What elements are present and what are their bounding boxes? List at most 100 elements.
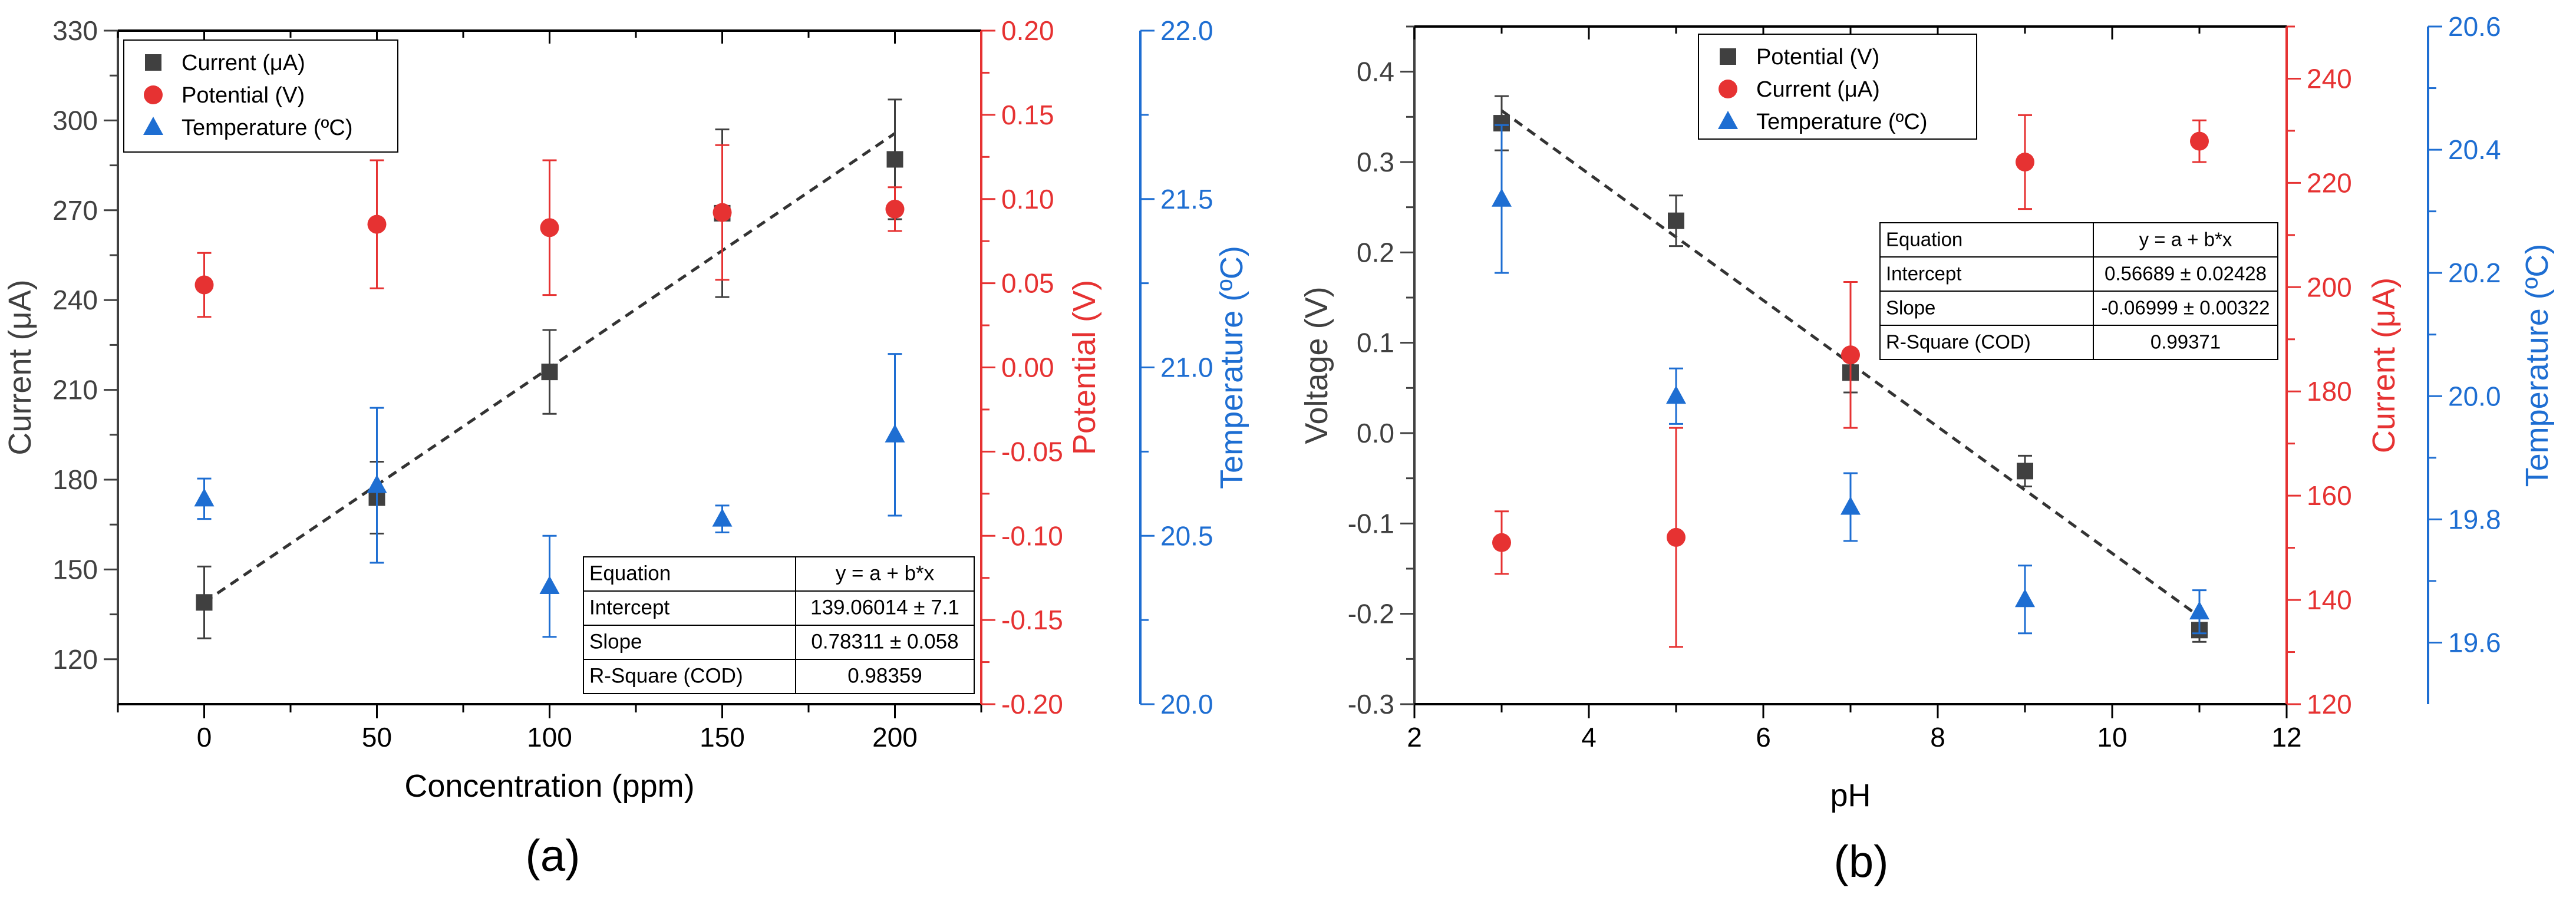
fit-table-value: -0.06999 ± 0.00322	[2101, 296, 2270, 318]
fit-table-key: Equation	[589, 562, 671, 585]
fit-table-value: y = a + b*x	[2139, 228, 2232, 250]
legend-label: Current (μA)	[182, 51, 305, 75]
right1-tick-label: -0.20	[1001, 689, 1063, 720]
legend-label: Temperature (ºC)	[182, 115, 353, 140]
legend-label: Potential (V)	[1756, 45, 1879, 70]
data-point-triangle	[143, 117, 163, 135]
data-point-circle	[713, 203, 732, 222]
right1-tick-label: 160	[2307, 480, 2352, 511]
fit-table-value: 0.98359	[847, 664, 922, 687]
data-point-circle	[540, 218, 559, 237]
x-tick-label: 12	[2271, 722, 2301, 753]
right2-tick-label: 20.0	[1160, 689, 1213, 720]
x-tick-label: 200	[872, 722, 918, 753]
left-tick-label: 270	[52, 195, 98, 226]
data-point-triangle	[2015, 589, 2035, 608]
right2-tick-label: 19.8	[2448, 504, 2501, 534]
data-point-triangle	[1492, 188, 1512, 207]
x-tick-label: 8	[1930, 722, 1945, 753]
legend-label: Current (μA)	[1756, 77, 1880, 102]
fit-table-value: 0.78311 ± 0.058	[811, 630, 958, 653]
x-tick-label: 4	[1581, 722, 1597, 753]
left-tick-label: -0.1	[1348, 508, 1394, 539]
data-point-square	[886, 151, 903, 168]
data-point-triangle	[194, 488, 215, 507]
data-point-circle	[2016, 153, 2034, 171]
right2-tick-label: 20.6	[2448, 11, 2501, 42]
data-point-triangle	[539, 575, 560, 594]
chart-panel-b: 2 4 6 8 10 12 pH -0.3 -0.2 -0.1 0.0 0.1 0.2 0.3 0.4 Vol…	[1299, 11, 2555, 813]
legend: Potential (V) Current (μA) Temperature (ºC…	[1698, 34, 1977, 140]
right1-tick-label: 220	[2307, 167, 2352, 198]
fit-table-key: Intercept	[1886, 262, 1961, 284]
series-3	[1492, 124, 2209, 635]
data-point-circle	[144, 85, 163, 104]
legend-box	[1698, 34, 1977, 140]
x-tick-label: 10	[2097, 722, 2127, 753]
left-tick-label: 210	[52, 375, 98, 405]
right2-tick-label: 19.6	[2448, 627, 2501, 658]
series-2	[194, 144, 905, 318]
legend-label: Temperature (ºC)	[1756, 110, 1928, 134]
right2-axis-title: Temperature (ºC)	[2519, 244, 2555, 487]
right1-tick-label: 0.20	[1001, 15, 1054, 46]
right1-tick-label: -0.10	[1001, 520, 1063, 551]
fit-table-key: Intercept	[589, 596, 669, 619]
data-point-square	[1720, 48, 1736, 65]
right2-tick-label: 21.0	[1160, 352, 1213, 383]
x-tick-label: 6	[1756, 722, 1771, 753]
data-point-circle	[194, 275, 214, 295]
left-tick-label: 0.3	[1357, 147, 1394, 177]
fit-table-key: Slope	[589, 630, 642, 653]
left-tick-label: 300	[52, 105, 98, 136]
fit-table-value: 0.56689 ± 0.02428	[2105, 262, 2267, 284]
data-point-triangle	[1718, 111, 1738, 129]
data-point-triangle	[1841, 496, 1861, 515]
series-2	[1492, 114, 2209, 648]
data-point-circle	[1841, 345, 1860, 365]
x-tick-label: 150	[700, 722, 745, 753]
right1-tick-label: 140	[2307, 585, 2352, 615]
right2-tick-label: 22.0	[1160, 15, 1213, 46]
right2-tick-label: 20.5	[1160, 520, 1213, 551]
fit-table: Equation y = a + b*x Intercept 0.56689 ± 0.…	[1879, 222, 2278, 360]
data-point-circle	[1492, 533, 1511, 552]
left-axis-title: Voltage (V)	[1299, 286, 1334, 444]
x-tick-label: 100	[527, 722, 572, 753]
right1-tick-label: 0.10	[1001, 184, 1054, 214]
fit-table-value: y = a + b*x	[836, 562, 935, 585]
right1-tick-label: 180	[2307, 376, 2352, 407]
data-point-square	[196, 594, 213, 611]
fit-table-key: R-Square (COD)	[1886, 331, 2031, 352]
right1-tick-label: -0.05	[1001, 436, 1063, 467]
data-point-circle	[1719, 80, 1737, 98]
x-tick-label: 2	[1407, 722, 1422, 753]
x-axis-title: pH	[1830, 778, 1871, 813]
data-point-circle	[367, 214, 387, 234]
left-tick-label: 240	[52, 285, 98, 315]
fit-table-key: R-Square (COD)	[589, 664, 743, 687]
left-tick-label: -0.2	[1348, 599, 1394, 629]
data-point-triangle	[367, 474, 387, 493]
right1-tick-label: 0.15	[1001, 100, 1054, 130]
data-point-square	[2017, 463, 2033, 480]
data-point-square	[541, 364, 558, 381]
data-point-circle	[2190, 131, 2209, 151]
right2-tick-label: 21.5	[1160, 184, 1213, 214]
right1-tick-label: 200	[2307, 272, 2352, 302]
x-tick-label: 0	[197, 722, 212, 753]
right1-tick-label: 120	[2307, 689, 2352, 720]
data-point-circle	[1667, 527, 1686, 547]
fit-table-value: 139.06014 ± 7.1	[810, 596, 959, 619]
data-point-triangle	[885, 424, 905, 443]
left-tick-label: 330	[52, 15, 98, 46]
left-tick-label: -0.3	[1348, 689, 1394, 720]
right1-tick-label: 240	[2307, 63, 2352, 94]
left-tick-label: 150	[52, 554, 98, 585]
panel-label-a: (a)	[526, 831, 580, 881]
right1-tick-label: 0.00	[1001, 352, 1054, 383]
x-axis-title: Concentration (ppm)	[404, 768, 694, 804]
left-tick-label: 0.0	[1357, 418, 1394, 448]
data-point-square	[1668, 212, 1684, 229]
legend-label: Potential (V)	[182, 83, 305, 108]
